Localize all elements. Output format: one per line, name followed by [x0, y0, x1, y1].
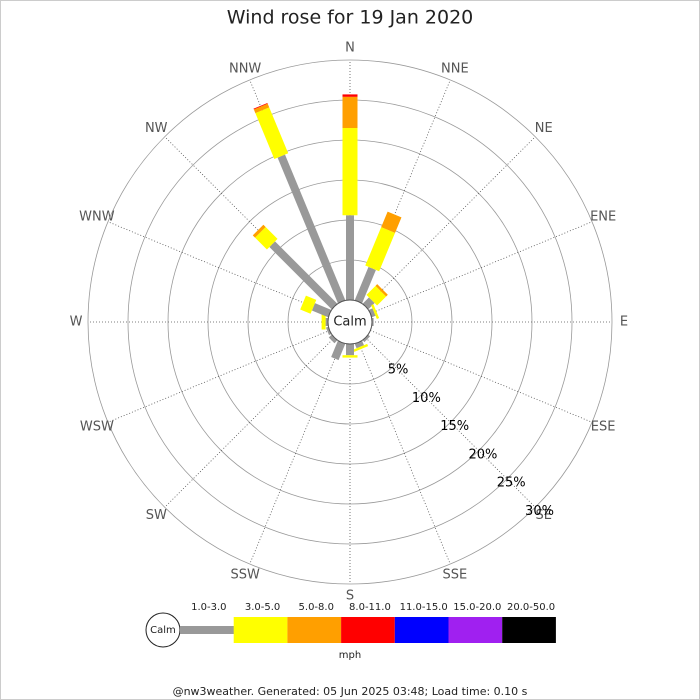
- direction-label: S: [346, 589, 354, 604]
- legend-label: 1.0-3.0: [191, 602, 226, 613]
- rose-segment: [328, 334, 338, 344]
- rose-segment: [277, 154, 346, 304]
- rose-segment: [365, 227, 396, 272]
- legend-label: 8.0-11.0: [349, 602, 391, 613]
- rose-segment: [255, 227, 278, 250]
- ring-label: 5%: [388, 363, 409, 378]
- direction-label: SSE: [442, 568, 467, 583]
- direction-label: SW: [146, 508, 167, 523]
- ring-label: 15%: [440, 419, 469, 434]
- chart-title: Wind rose for 19 Jan 2020: [227, 7, 474, 29]
- direction-label: SSW: [230, 568, 260, 583]
- direction-label: E: [620, 315, 628, 330]
- legend-swatch: [394, 617, 449, 643]
- spoke: [249, 342, 342, 565]
- spoke: [164, 337, 335, 508]
- legend-label: 5.0-8.0: [299, 602, 334, 613]
- ring-label: 20%: [468, 447, 497, 462]
- spoke: [107, 330, 330, 423]
- legend-label: 3.0-5.0: [245, 602, 280, 613]
- spoke: [358, 342, 451, 565]
- legend-calm-label: Calm: [150, 625, 176, 636]
- spoke: [370, 330, 593, 423]
- direction-label: NW: [145, 121, 168, 136]
- calm-label: Calm: [333, 315, 366, 330]
- rose-segment: [253, 103, 270, 114]
- direction-label: ENE: [590, 210, 616, 225]
- rose-segment: [354, 340, 364, 349]
- legend-unit: mph: [339, 650, 361, 661]
- rose-segment: [255, 107, 289, 159]
- direction-label: NE: [535, 121, 553, 136]
- legend-label: 11.0-15.0: [400, 602, 448, 613]
- rose-segment: [300, 295, 317, 314]
- footer: @nw3weather. Generated: 05 Jun 2025 03:4…: [173, 685, 528, 698]
- rose-segment: [366, 285, 387, 306]
- spoke: [365, 136, 536, 307]
- direction-label: NNW: [229, 61, 261, 76]
- direction-label: ESE: [591, 419, 616, 434]
- rose-segment: [252, 224, 266, 238]
- legend-swatch: [233, 617, 288, 643]
- rose-segment: [311, 303, 332, 318]
- legend-label: 15.0-20.0: [453, 602, 501, 613]
- rose-segment: [362, 297, 375, 310]
- legend-swatch: [341, 617, 395, 643]
- calm-circle: [327, 299, 373, 345]
- spoke: [365, 337, 536, 508]
- rose-segment: [331, 340, 346, 361]
- ring-label: 25%: [497, 476, 526, 491]
- legend-swatch: [287, 617, 342, 643]
- rose-segment: [381, 211, 402, 233]
- ring-label: 30%: [525, 504, 554, 519]
- spoke: [370, 221, 593, 314]
- rose-segment: [375, 284, 388, 297]
- rose-segment: [269, 241, 338, 310]
- rose-segment: [353, 343, 369, 352]
- legend-swatch: [502, 617, 556, 643]
- direction-label: NNE: [441, 61, 469, 76]
- grid-ring: [87, 59, 613, 585]
- direction-label: N: [345, 41, 355, 56]
- legend-swatch: [180, 626, 236, 634]
- spoke: [107, 221, 330, 314]
- rose-segment: [371, 304, 380, 319]
- direction-label: SE: [536, 508, 552, 523]
- direction-label: WNW: [79, 210, 115, 225]
- legend-swatch: [448, 617, 503, 643]
- legend-label: 20.0-50.0: [507, 602, 555, 613]
- ring-label: 10%: [412, 391, 441, 406]
- direction-label: WSW: [80, 419, 114, 434]
- direction-label: W: [70, 315, 83, 330]
- rose-segment: [368, 308, 376, 318]
- rose-segment: [354, 266, 376, 304]
